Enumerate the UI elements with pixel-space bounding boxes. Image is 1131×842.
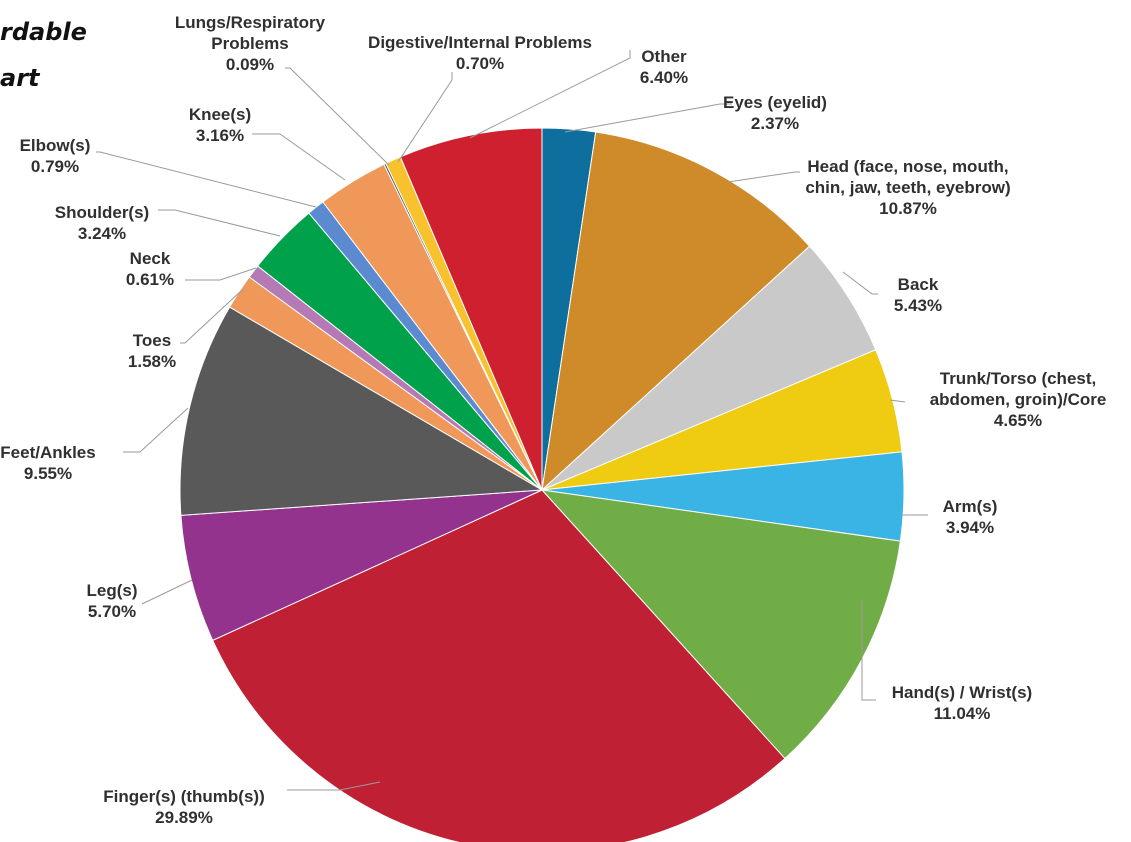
pie-slice-7 [180, 489, 543, 642]
leader-line-7 [141, 579, 193, 605]
pie-slice-6 [212, 489, 786, 842]
pie-slice-16 [399, 127, 543, 491]
data-label-9: Toes 1.58% [128, 331, 176, 371]
data-label-6: Finger(s) (thumb(s)) 29.89% [103, 787, 264, 827]
leader-line-1 [727, 171, 800, 183]
pie-slice-8 [179, 306, 544, 516]
data-label-10: Neck 0.61% [126, 249, 174, 289]
leader-line-14 [285, 67, 390, 166]
leader-line-6 [287, 781, 381, 791]
data-label-0: Eyes (eyelid) 2.37% [723, 93, 827, 133]
leader-line-15 [397, 72, 453, 163]
data-label-3: Trunk/Torso (chest, abdomen, groin)/Core 4… [930, 369, 1107, 430]
leader-line-16 [469, 50, 631, 139]
chart-title-fragment-1: rdable [0, 18, 87, 46]
leader-line-3 [889, 399, 906, 403]
data-label-12: Elbow(s) 0.79% [20, 136, 91, 176]
leader-line-5 [861, 600, 876, 701]
chart-title-fragment-2: art [0, 64, 40, 92]
data-label-8: Feet/Ankles 9.55% [0, 443, 95, 483]
leader-line-0 [564, 103, 732, 133]
data-label-14: Lungs/Respiratory Problems 0.09% [175, 13, 326, 74]
leader-line-9 [180, 289, 243, 344]
data-label-15: Digestive/Internal Problems 0.70% [368, 33, 592, 73]
data-label-11: Shoulder(s) 3.24% [55, 203, 149, 243]
leader-line-12 [96, 151, 317, 208]
data-label-5: Hand(s) / Wrist(s) 11.04% [892, 683, 1032, 723]
data-label-13: Knee(s) 3.16% [189, 105, 251, 145]
data-label-16: Other 6.40% [640, 47, 688, 87]
data-label-4: Arm(s) 3.94% [943, 497, 998, 537]
leader-line-8 [123, 407, 189, 453]
data-label-2: Back 5.43% [894, 275, 942, 315]
leader-line-10 [185, 267, 257, 281]
pie-slice-1 [541, 131, 811, 492]
data-label-1: Head (face, nose, mouth, chin, jaw, teeth… [805, 157, 1010, 218]
leader-line-2 [842, 271, 878, 295]
leader-line-11 [158, 209, 281, 237]
leader-line-13 [252, 133, 346, 181]
data-label-7: Leg(s) 5.70% [87, 581, 138, 621]
